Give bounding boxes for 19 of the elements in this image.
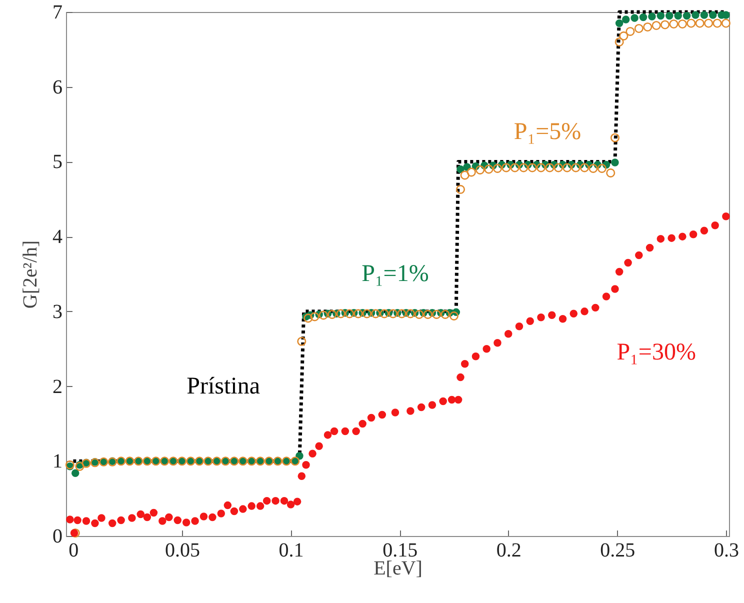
y-tick-label: 5	[52, 151, 62, 174]
y-tick-label: 4	[52, 226, 62, 248]
y-axis-title: G[2e²/h]	[20, 240, 42, 309]
series-label: P₁=30%	[616, 340, 696, 366]
y-tick-label: 1	[52, 450, 62, 473]
x-tick-label: 0.2	[496, 540, 522, 562]
series-label: P₁=5%	[514, 118, 582, 145]
x-tick-label: 0.1	[278, 540, 304, 562]
x-tick-label: 0.25	[600, 540, 636, 562]
y-tick-label: 6	[52, 76, 62, 98]
y-tick-label: 0	[52, 526, 62, 548]
series-label: P₁=1%	[362, 261, 429, 287]
x-tick-label: 0.3	[714, 540, 739, 562]
y-tick-label: 7	[52, 2, 62, 24]
y-tick-label: 3	[52, 300, 62, 323]
series-label: Prístina	[186, 373, 260, 400]
y-tick-label: 2	[52, 376, 62, 398]
x-tick-label: 0	[68, 540, 79, 562]
x-tick-label: 0.05	[164, 540, 200, 562]
